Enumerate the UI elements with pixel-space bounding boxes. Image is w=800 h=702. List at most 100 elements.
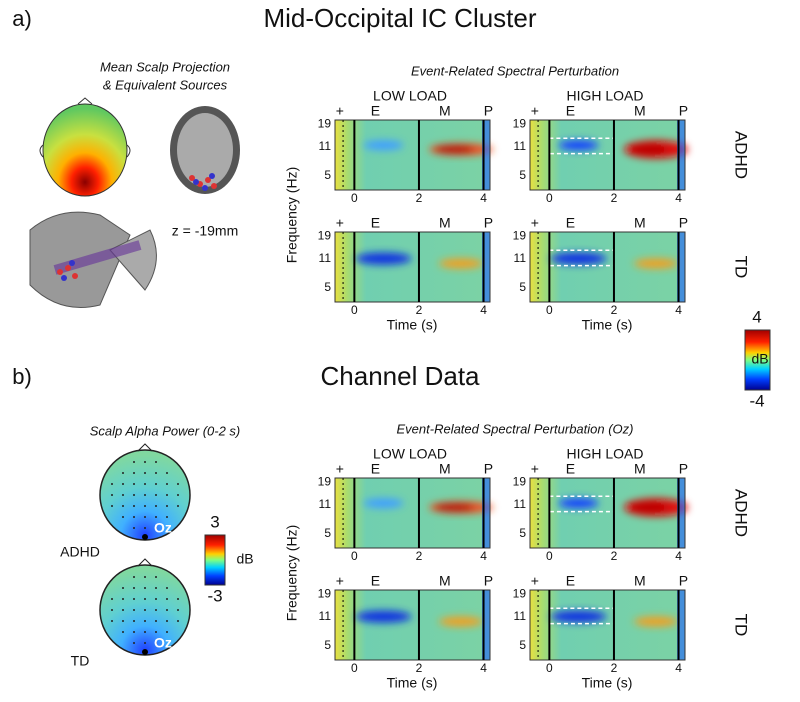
y-axis-label: Frequency (Hz) <box>284 525 300 621</box>
y-tick-label: 19 <box>318 228 332 242</box>
y-tick-label: 11 <box>319 139 332 153</box>
electrode <box>111 494 113 496</box>
nose <box>137 558 153 567</box>
electrode <box>144 527 146 529</box>
electrode <box>155 516 157 518</box>
alpha-decrease <box>355 610 412 623</box>
y-tick-label: 11 <box>514 609 527 623</box>
oz-electrode <box>142 649 148 655</box>
electrode <box>144 461 146 463</box>
electrode <box>122 631 124 633</box>
electrode <box>166 483 168 485</box>
electrode <box>155 472 157 474</box>
x-tick-label: 0 <box>546 549 553 563</box>
ersp-blobs <box>550 252 678 269</box>
electrode <box>144 505 146 507</box>
ersp-plot <box>334 589 491 661</box>
x-tick-label: 0 <box>351 661 358 675</box>
electrode <box>177 505 179 507</box>
y-tick-label: 11 <box>319 497 332 511</box>
electrode <box>122 483 124 485</box>
electrode <box>166 472 168 474</box>
ersp-frame <box>529 589 686 661</box>
electrode <box>133 620 135 622</box>
ersp-plot <box>529 589 686 661</box>
event-label: M <box>634 573 646 589</box>
electrode <box>155 620 157 622</box>
electrode <box>177 494 179 496</box>
alpha-decrease <box>550 252 607 265</box>
ersp-blobs <box>558 498 688 517</box>
electrode <box>166 598 168 600</box>
event-band <box>677 478 685 548</box>
electrode <box>144 631 146 633</box>
electrode <box>133 461 135 463</box>
colorbar <box>744 329 771 391</box>
event-label: P <box>679 103 688 119</box>
alpha-increase <box>438 258 483 269</box>
event-label: + <box>531 103 539 119</box>
electrode <box>111 483 113 485</box>
electrode <box>144 494 146 496</box>
y-tick-label: 19 <box>318 586 332 600</box>
column-label: HIGH LOAD <box>566 446 643 462</box>
event-label: P <box>679 461 688 477</box>
y-tick-label: 19 <box>513 228 527 242</box>
alpha-core <box>629 503 670 512</box>
y-tick-label: 5 <box>519 638 526 652</box>
panel-label: b) <box>12 364 32 389</box>
event-band <box>482 232 490 302</box>
y-tick-label: 5 <box>324 526 331 540</box>
event-label: P <box>484 103 493 119</box>
y-tick-label: 11 <box>514 497 527 511</box>
x-tick-label: 2 <box>416 549 423 563</box>
alpha-decrease <box>363 498 404 509</box>
colorbar-max: 4 <box>752 307 761 326</box>
scalp-title: & Equivalent Sources <box>103 77 228 92</box>
x-tick-label: 2 <box>611 191 618 205</box>
electrode <box>111 505 113 507</box>
event-label: E <box>566 461 575 477</box>
ersp-frame <box>334 119 491 191</box>
electrode <box>133 505 135 507</box>
electrode <box>144 642 146 644</box>
electrode <box>155 576 157 578</box>
x-tick-label: 0 <box>546 191 553 205</box>
alpha-decrease <box>550 610 607 623</box>
event-label: E <box>371 573 380 589</box>
event-band <box>677 590 685 660</box>
panel-label: a) <box>12 6 32 31</box>
panel-title: Channel Data <box>321 361 481 391</box>
y-tick-label: 11 <box>514 251 527 265</box>
event-band <box>677 232 685 302</box>
electrode <box>122 620 124 622</box>
row-label: ADHD <box>732 131 751 179</box>
alpha-increase <box>438 616 483 627</box>
electrode <box>155 494 157 496</box>
electrode <box>155 505 157 507</box>
colorbar-max: 3 <box>210 512 219 531</box>
event-label: P <box>484 461 493 477</box>
colorbar-unit: dB <box>751 351 768 367</box>
ersp-blobs <box>355 610 483 627</box>
row-label: TD <box>732 256 751 279</box>
ersp-blobs <box>558 140 688 159</box>
y-tick-label: 5 <box>324 168 331 182</box>
ersp-plot <box>334 231 491 303</box>
brain-images <box>29 97 240 308</box>
y-tick-label: 5 <box>324 280 331 294</box>
electrode <box>111 598 113 600</box>
event-label: + <box>531 215 539 231</box>
electrode <box>122 472 124 474</box>
panel-title: Mid-Occipital IC Cluster <box>263 3 536 33</box>
electrode-label: Oz <box>154 520 172 536</box>
event-label: + <box>336 215 344 231</box>
electrode <box>133 494 135 496</box>
electrode <box>177 620 179 622</box>
x-tick-label: 0 <box>351 191 358 205</box>
event-label: E <box>566 215 575 231</box>
alpha-increase <box>633 616 678 627</box>
y-tick-label: 11 <box>319 251 332 265</box>
x-tick-label: 0 <box>546 661 553 675</box>
alpha-increase <box>633 258 678 269</box>
